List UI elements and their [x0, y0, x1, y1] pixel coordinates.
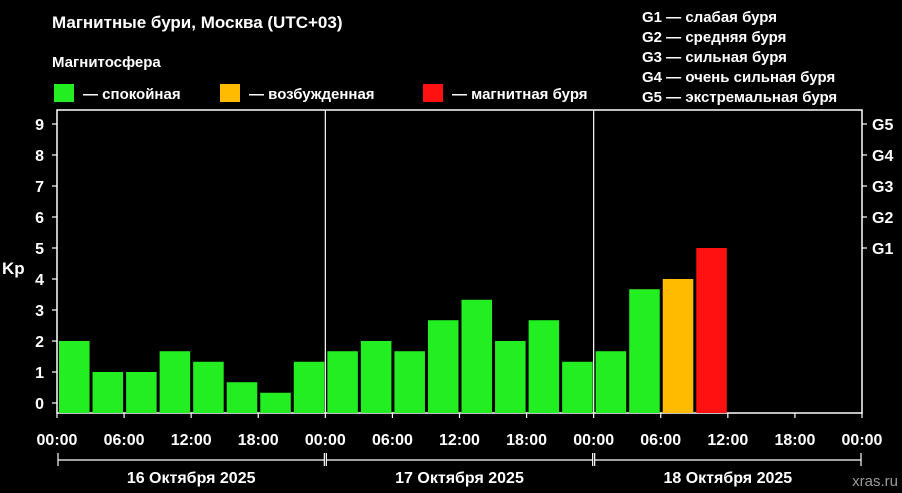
- kp-bar: [427, 320, 459, 413]
- legend-label-quiet: — спокойная: [83, 86, 181, 103]
- kp-bar: [562, 361, 593, 413]
- day-label: 17 Октября 2025: [395, 470, 524, 487]
- g-scale-label: G3: [872, 179, 893, 196]
- kp-bar: [260, 392, 291, 413]
- day-label: 18 Октября 2025: [663, 470, 792, 487]
- storm-scale-g4: G4 — очень сильная буря: [642, 69, 835, 86]
- kp-bar: [595, 351, 627, 413]
- kp-bar: [159, 351, 191, 413]
- x-tick-label: 00:00: [842, 432, 883, 449]
- storm-scale-g5: G5 — экстремальная буря: [642, 89, 837, 106]
- storm-scale-g2: G2 — средняя буря: [642, 29, 786, 46]
- kp-bar: [193, 361, 224, 413]
- x-tick-label: 06:00: [104, 432, 145, 449]
- chart-title: Магнитные бури, Москва (UTC+03): [52, 13, 343, 32]
- y-tick-label: 0: [35, 396, 44, 413]
- x-tick-label: 18:00: [774, 432, 815, 449]
- y-tick-label: 8: [35, 148, 44, 165]
- y-tick-label: 4: [35, 272, 44, 289]
- x-tick-label: 00:00: [305, 432, 346, 449]
- legend-title: Магнитосфера: [52, 54, 161, 71]
- y-tick-label: 6: [35, 210, 44, 227]
- x-tick-label: 12:00: [707, 432, 748, 449]
- y-tick-label: 1: [35, 365, 44, 382]
- kp-bar: [360, 341, 392, 413]
- day-label: 16 Октября 2025: [127, 470, 256, 487]
- legend-label-storm: — магнитная буря: [452, 86, 588, 103]
- kp-bar: [662, 279, 694, 413]
- x-tick-label: 06:00: [372, 432, 413, 449]
- watermark: xras.ru: [852, 473, 898, 490]
- kp-bar: [59, 341, 90, 413]
- g-scale-label: G1: [872, 241, 893, 258]
- storm-scale-g1: G1 — слабая буря: [642, 9, 777, 26]
- kp-bar: [528, 320, 560, 413]
- kp-bar: [226, 382, 258, 413]
- x-tick-label: 06:00: [640, 432, 681, 449]
- kp-bar: [293, 361, 325, 413]
- legend-swatch-quiet: [54, 84, 74, 102]
- kp-bar: [327, 351, 358, 413]
- x-tick-label: 00:00: [37, 432, 78, 449]
- g-scale-label: G4: [872, 148, 893, 165]
- y-tick-label: 5: [35, 241, 44, 258]
- g-scale-label: G5: [872, 117, 893, 134]
- y-tick-label: 7: [35, 179, 44, 196]
- kp-bar: [126, 372, 157, 413]
- y-tick-label: 2: [35, 334, 44, 351]
- x-tick-label: 12:00: [171, 432, 212, 449]
- x-tick-label: 18:00: [506, 432, 547, 449]
- kp-bar: [629, 289, 660, 413]
- y-axis-label: Kp: [2, 259, 25, 278]
- kp-bar: [92, 372, 124, 413]
- kp-bar: [461, 299, 493, 413]
- g-scale-label: G2: [872, 210, 893, 227]
- x-tick-label: 00:00: [573, 432, 614, 449]
- x-tick-label: 12:00: [439, 432, 480, 449]
- legend-swatch-storm: [423, 84, 443, 102]
- legend-swatch-active: [220, 84, 240, 102]
- storm-scale-g3: G3 — сильная буря: [642, 49, 787, 66]
- y-tick-label: 9: [35, 117, 44, 134]
- kp-bar: [394, 351, 425, 413]
- plot-area: 0 1 2 3 4 5 6 7 8 9 G1 G2 G3 G4 G5 00:00 06:00 12:00 18:00…: [35, 109, 893, 487]
- x-tick-label: 18:00: [238, 432, 279, 449]
- legend-label-active: — возбужденная: [249, 86, 375, 103]
- kp-bar: [495, 341, 526, 413]
- y-tick-label: 3: [35, 303, 44, 320]
- kp-bar: [696, 248, 727, 413]
